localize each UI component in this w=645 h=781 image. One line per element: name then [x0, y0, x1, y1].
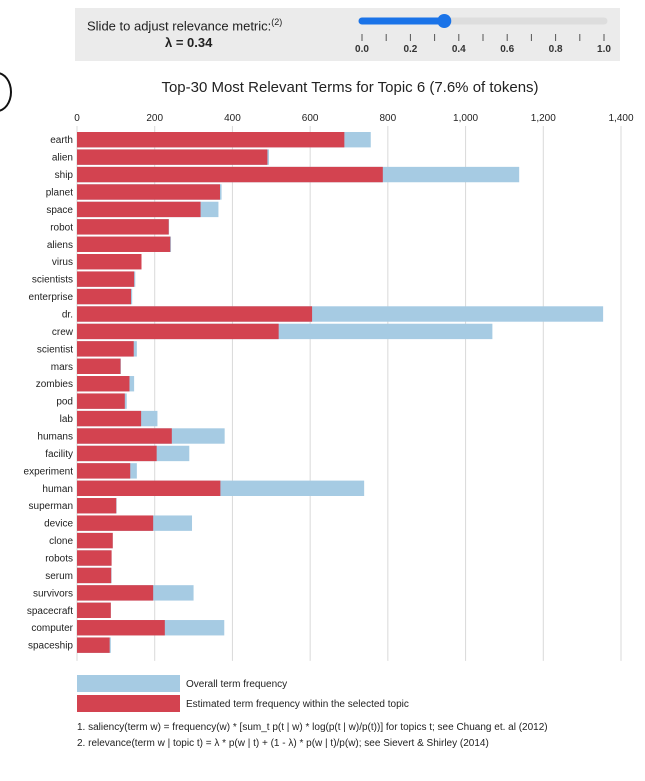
term-label: clone — [49, 536, 73, 547]
x-tick-label: 1,400 — [608, 113, 633, 124]
term-label: earth — [50, 135, 73, 146]
topic-frequency-bar — [77, 323, 279, 340]
term-label: spaceship — [28, 641, 73, 652]
topic-frequency-bar — [77, 620, 165, 636]
lambda-value: λ = 0.34 — [165, 35, 213, 50]
term-label: virus — [52, 257, 73, 268]
topic-frequency-bar — [77, 149, 268, 165]
topic-frequency-bar — [77, 463, 131, 479]
legend-swatch — [77, 675, 180, 692]
term-label: dr. — [62, 310, 73, 321]
slider-tick-label: 1.0 — [597, 44, 611, 55]
topic-frequency-bar — [77, 602, 111, 619]
term-label: pod — [56, 397, 73, 408]
term-label: humans — [37, 432, 73, 443]
bars — [77, 132, 604, 653]
term-label: robot — [50, 222, 73, 233]
topic-frequency-bar — [77, 306, 313, 322]
x-tick-label: 600 — [302, 113, 319, 124]
topic-frequency-bar — [77, 254, 142, 270]
term-label: enterprise — [29, 292, 74, 303]
topic-frequency-bar — [77, 567, 112, 584]
term-label: robots — [45, 554, 73, 565]
term-label: alien — [52, 153, 73, 164]
footnote-saliency: 1. saliency(term w) = frequency(w) * [su… — [77, 722, 548, 733]
topic-frequency-bar — [77, 445, 157, 462]
topic-frequency-bar — [77, 358, 121, 374]
topic-frequency-bar — [77, 532, 113, 549]
legend-swatch — [77, 695, 180, 712]
term-label: facility — [45, 449, 73, 460]
x-tick-label: 400 — [224, 113, 241, 124]
term-label: superman — [29, 501, 73, 512]
term-label: human — [42, 484, 73, 495]
slider-tick-label: 0.6 — [500, 44, 514, 55]
term-label: device — [44, 519, 73, 530]
slider-label: Slide to adjust relevance metric:(2) — [87, 17, 283, 34]
slider-handle[interactable] — [437, 14, 452, 28]
topic-frequency-bar — [77, 393, 125, 409]
term-label: ship — [55, 170, 74, 181]
topic-frequency-bar — [77, 498, 117, 514]
x-tick-label: 1,000 — [453, 113, 478, 124]
relevance-slider-panel: Slide to adjust relevance metric:(2) λ =… — [75, 8, 620, 61]
topic-frequency-bar — [77, 376, 130, 392]
x-tick-label: 200 — [146, 113, 163, 124]
term-label: experiment — [24, 466, 74, 477]
term-label: serum — [45, 571, 73, 582]
topic-frequency-bar — [77, 480, 221, 496]
topic-frequency-bar — [77, 271, 135, 287]
topic-frequency-bar — [77, 428, 172, 444]
slider-tick-label: 0.0 — [355, 44, 369, 55]
slider-tick-label: 0.4 — [452, 44, 466, 55]
term-label: lab — [60, 414, 74, 425]
term-label: mars — [51, 362, 73, 373]
topic-frequency-bar — [77, 550, 112, 566]
x-tick-label: 0 — [74, 113, 80, 124]
x-tick-label: 800 — [380, 113, 397, 124]
topic-frequency-bar — [77, 515, 154, 531]
topic-frequency-bar — [77, 184, 220, 200]
term-label: crew — [52, 327, 74, 338]
relevance-slider[interactable]: 0.0 0.2 0.4 0.6 0.8 1.0 — [355, 14, 611, 55]
topic-frequency-bar — [77, 201, 201, 218]
term-label: aliens — [47, 240, 73, 251]
legend-label: Estimated term frequency within the sele… — [186, 699, 409, 710]
footnote-relevance: 2. relevance(term w | topic t) = λ * p(w… — [77, 738, 489, 749]
topic-frequency-bar — [77, 637, 110, 653]
x-axis: 0 200 400 600 800 1,000 1,200 1,400 — [74, 113, 634, 124]
topic-frequency-bar — [77, 236, 171, 252]
term-labels: earth alien ship planet space robot aliens viru… — [24, 135, 74, 651]
legend: Overall term frequency Estimated term fre… — [77, 675, 409, 712]
slider-tick-label: 0.2 — [403, 44, 417, 55]
legend-label: Overall term frequency — [186, 679, 287, 690]
x-tick-label: 1,200 — [531, 113, 556, 124]
topic-frequency-bar — [77, 288, 132, 305]
term-label: space — [46, 205, 73, 216]
slider-tick-label: 0.8 — [549, 44, 563, 55]
chart-title: Top-30 Most Relevant Terms for Topic 6 (… — [161, 79, 538, 96]
term-label: computer — [31, 623, 73, 634]
topic-frequency-bar — [77, 585, 154, 601]
topic-frequency-bar — [77, 219, 169, 235]
topic-frequency-bar — [77, 166, 383, 183]
term-label: spacecraft — [27, 606, 73, 617]
term-label: scientist — [37, 344, 73, 355]
term-label: survivors — [33, 588, 73, 599]
term-label: zombies — [36, 379, 73, 390]
topic-frequency-bar — [77, 132, 345, 148]
term-label: planet — [46, 187, 73, 198]
term-label: scientists — [32, 275, 73, 286]
topic-frequency-bar — [77, 410, 142, 427]
topic-frequency-bar — [77, 341, 134, 357]
